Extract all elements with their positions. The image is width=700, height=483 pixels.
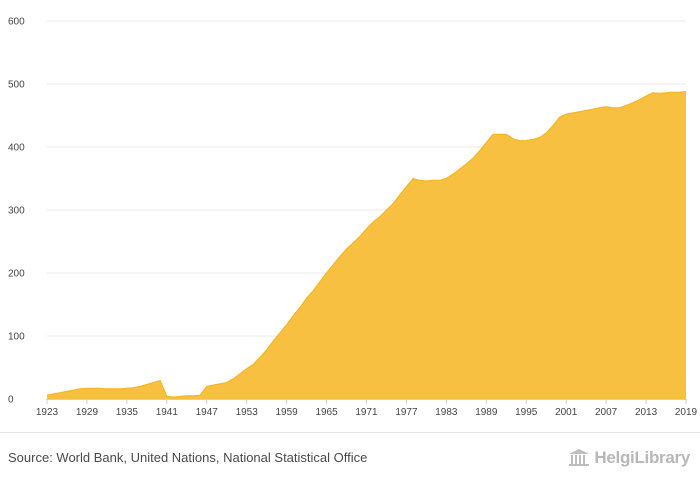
y-tick-label-400: 400 bbox=[8, 143, 25, 154]
x-tick-label-1953: 1953 bbox=[236, 407, 259, 418]
y-tick-label-0: 0 bbox=[8, 395, 14, 406]
x-tick-label-1959: 1959 bbox=[276, 407, 299, 418]
x-tick-label-1947: 1947 bbox=[196, 407, 219, 418]
x-tick-label-1995: 1995 bbox=[515, 407, 538, 418]
x-tick-label-1971: 1971 bbox=[355, 407, 378, 418]
area-chart: 0 100 200 300 400 500 600 1923 1929 1935 1941 1947 1… bbox=[8, 17, 698, 419]
x-tick-label-1941: 1941 bbox=[156, 407, 179, 418]
x-tick-label-1989: 1989 bbox=[475, 407, 498, 418]
source-note: Source: World Bank, United Nations, Nati… bbox=[8, 450, 368, 465]
library-building-icon bbox=[569, 449, 590, 466]
x-tick-label-2007: 2007 bbox=[595, 407, 618, 418]
y-tick-label-600: 600 bbox=[8, 17, 25, 28]
footer-divider bbox=[0, 432, 700, 433]
area-series bbox=[47, 91, 686, 399]
x-tick-label-1965: 1965 bbox=[315, 407, 338, 418]
x-tick-label-1935: 1935 bbox=[116, 407, 139, 418]
x-tick-label-2019: 2019 bbox=[675, 407, 698, 418]
x-tick-label-1923: 1923 bbox=[36, 407, 59, 418]
chart-area: 0 100 200 300 400 500 600 1923 1929 1935 1941 1947 1… bbox=[8, 17, 698, 419]
helgi-library-logo[interactable]: HelgiLibrary bbox=[568, 447, 690, 469]
x-tick-label-1983: 1983 bbox=[435, 407, 458, 418]
y-tick-label-500: 500 bbox=[8, 80, 25, 91]
y-tick-label-100: 100 bbox=[8, 332, 25, 343]
area-series-outline bbox=[46, 91, 687, 398]
y-tick-label-300: 300 bbox=[8, 206, 25, 217]
logo-text: HelgiLibrary bbox=[594, 448, 690, 467]
x-tick-label-2001: 2001 bbox=[555, 407, 578, 418]
x-tick-label-2013: 2013 bbox=[635, 407, 658, 418]
x-tick-label-1977: 1977 bbox=[395, 407, 418, 418]
y-tick-label-200: 200 bbox=[8, 269, 25, 280]
x-tick-label-1929: 1929 bbox=[76, 407, 99, 418]
